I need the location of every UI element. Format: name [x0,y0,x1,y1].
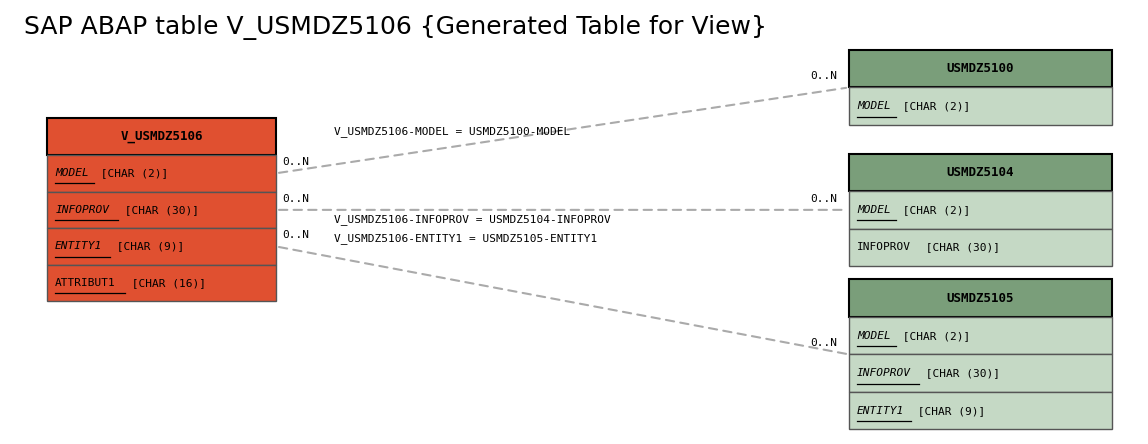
Text: [CHAR (2)]: [CHAR (2)] [895,205,970,215]
Text: 0..N: 0..N [282,194,309,204]
Text: USMDZ5100: USMDZ5100 [947,62,1015,75]
FancyBboxPatch shape [848,87,1112,125]
Text: MODEL: MODEL [856,205,891,215]
FancyBboxPatch shape [848,392,1112,429]
Text: [CHAR (9)]: [CHAR (9)] [912,406,986,416]
Text: INFOPROV: INFOPROV [856,368,910,378]
Text: [CHAR (16)]: [CHAR (16)] [125,278,207,288]
Text: 0..N: 0..N [282,230,309,241]
Text: V_USMDZ5106-ENTITY1 = USMDZ5105-ENTITY1: V_USMDZ5106-ENTITY1 = USMDZ5105-ENTITY1 [334,233,597,244]
Text: 0..N: 0..N [282,157,309,167]
Text: 0..N: 0..N [810,194,837,204]
FancyBboxPatch shape [848,50,1112,87]
FancyBboxPatch shape [848,317,1112,354]
Text: INFOPROV: INFOPROV [55,205,109,215]
FancyBboxPatch shape [848,154,1112,191]
Text: ENTITY1: ENTITY1 [55,242,102,251]
Text: V_USMDZ5106-INFOPROV = USMDZ5104-INFOPROV: V_USMDZ5106-INFOPROV = USMDZ5104-INFOPRO… [334,214,611,225]
Text: 0..N: 0..N [810,338,837,349]
FancyBboxPatch shape [47,155,277,191]
Text: ENTITY1: ENTITY1 [856,406,905,416]
FancyBboxPatch shape [848,191,1112,229]
Text: [CHAR (2)]: [CHAR (2)] [94,168,169,178]
Text: [CHAR (30)]: [CHAR (30)] [920,242,1000,252]
Text: [CHAR (2)]: [CHAR (2)] [895,331,970,341]
Text: [CHAR (9)]: [CHAR (9)] [110,242,184,251]
FancyBboxPatch shape [47,228,277,265]
FancyBboxPatch shape [848,279,1112,317]
Text: SAP ABAP table V_USMDZ5106 {Generated Table for View}: SAP ABAP table V_USMDZ5106 {Generated Ta… [24,15,767,40]
FancyBboxPatch shape [848,229,1112,266]
Text: USMDZ5104: USMDZ5104 [947,166,1015,179]
Text: INFOPROV: INFOPROV [856,242,910,252]
Text: [CHAR (30)]: [CHAR (30)] [920,368,1000,378]
Text: V_USMDZ5106: V_USMDZ5106 [121,130,203,143]
Text: MODEL: MODEL [856,331,891,341]
Text: MODEL: MODEL [856,101,891,111]
Text: ATTRIBUT1: ATTRIBUT1 [55,278,116,288]
Text: 0..N: 0..N [810,71,837,81]
FancyBboxPatch shape [47,191,277,228]
FancyBboxPatch shape [47,118,277,155]
Text: USMDZ5105: USMDZ5105 [947,292,1015,305]
FancyBboxPatch shape [848,354,1112,392]
Text: MODEL: MODEL [55,168,88,178]
Text: V_USMDZ5106-MODEL = USMDZ5100-MODEL: V_USMDZ5106-MODEL = USMDZ5100-MODEL [334,126,569,137]
Text: [CHAR (2)]: [CHAR (2)] [895,101,970,111]
FancyBboxPatch shape [47,265,277,301]
Text: [CHAR (30)]: [CHAR (30)] [117,205,199,215]
